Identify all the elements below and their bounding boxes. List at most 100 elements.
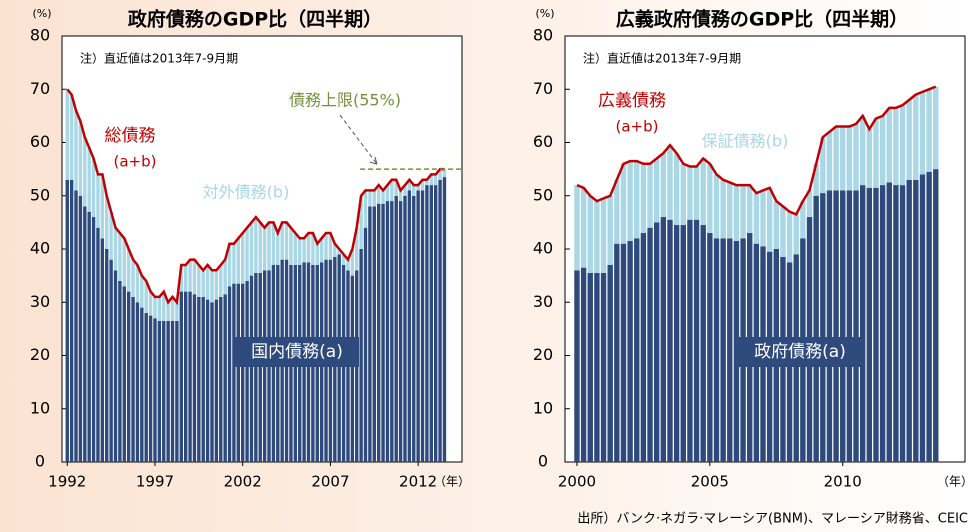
- bar-segment: [144, 280, 148, 313]
- bar-segment: [276, 233, 280, 265]
- bar-segment: [258, 272, 262, 462]
- y-tick-label: 60: [533, 132, 553, 151]
- x-unit: （年）: [434, 475, 470, 489]
- bar-segment: [192, 294, 197, 462]
- bar-segment: [328, 233, 333, 260]
- annotation: 債務上限(55%): [289, 91, 401, 110]
- bar-segment: [355, 227, 359, 271]
- x-tick-label: 2005: [691, 473, 729, 491]
- bar-segment: [813, 163, 819, 196]
- bar-segment: [65, 179, 69, 462]
- bar-segment: [359, 195, 363, 249]
- bar-segment: [587, 195, 593, 273]
- bar-segment: [433, 185, 438, 462]
- bar-segment: [713, 174, 720, 239]
- bar-segment: [640, 163, 647, 234]
- bar-segment: [170, 296, 175, 321]
- bar-segment: [833, 126, 839, 191]
- y-tick-label: 50: [533, 185, 553, 204]
- bar-segment: [69, 94, 74, 180]
- bar-segment: [673, 225, 680, 462]
- bar-segment: [223, 294, 227, 462]
- bar-segment: [267, 222, 271, 271]
- bar-segment: [640, 233, 647, 462]
- bar-segment: [293, 233, 298, 265]
- bar-segment: [166, 302, 170, 321]
- bar-segment: [886, 107, 892, 183]
- bar-segment: [600, 198, 607, 273]
- bar-segment: [241, 233, 245, 284]
- bar-segment: [594, 201, 600, 273]
- bar-segment: [840, 190, 846, 463]
- bar-segment: [760, 190, 766, 247]
- bar-segment: [673, 153, 680, 226]
- bar-segment: [806, 190, 813, 218]
- bar-segment: [219, 264, 223, 297]
- bar-segment: [634, 238, 640, 462]
- bar-segment: [385, 185, 390, 202]
- bar-segment: [113, 227, 118, 271]
- bar-segment: [135, 264, 140, 303]
- annotation: 広義債務: [598, 91, 666, 111]
- y-tick-label: 10: [30, 398, 50, 417]
- bar-segment: [438, 179, 442, 462]
- x-tick-label: 2010: [824, 473, 862, 491]
- bar-segment: [614, 179, 620, 244]
- bar-segment: [693, 219, 700, 462]
- bar-segment: [135, 302, 140, 462]
- bar-segment: [700, 225, 706, 462]
- bar-segment: [425, 185, 429, 462]
- bar-segment: [232, 283, 236, 462]
- bar-segment: [826, 131, 833, 191]
- bar-segment: [311, 233, 315, 265]
- y-tick-label: 70: [30, 79, 50, 98]
- x-tick-label: 2000: [558, 473, 596, 491]
- bar-segment: [258, 222, 262, 273]
- bar-segment: [833, 190, 839, 463]
- bar-segment: [131, 259, 135, 297]
- bar-segment: [707, 163, 713, 234]
- bar-segment: [933, 86, 939, 170]
- bar-segment: [179, 264, 183, 292]
- bar-segment: [126, 291, 131, 462]
- bar-segment: [587, 272, 593, 462]
- bar-segment: [148, 315, 153, 462]
- bar-segment: [210, 302, 214, 462]
- bar-segment: [820, 193, 826, 462]
- bar-segment: [350, 249, 355, 276]
- bar-segment: [390, 201, 394, 462]
- bar-segment: [201, 296, 205, 462]
- bar-segment: [707, 233, 713, 462]
- annotation: (a+b): [114, 153, 157, 171]
- bar-segment: [580, 267, 587, 462]
- bar-segment: [866, 187, 873, 462]
- bar-segment: [733, 185, 740, 242]
- bar-segment: [87, 211, 91, 462]
- bar-segment: [693, 166, 700, 220]
- bar-segment: [223, 259, 227, 295]
- bar-segment: [667, 145, 673, 220]
- bar-segment: [574, 270, 580, 462]
- bar-segment: [720, 179, 726, 239]
- y-tick-label: 80: [30, 26, 50, 45]
- bar-segment: [660, 217, 667, 462]
- bar-segment: [607, 195, 613, 265]
- bar-segment: [416, 190, 420, 463]
- total-line: [66, 88, 445, 306]
- bar-segment: [359, 249, 363, 462]
- bar-segment: [96, 174, 100, 228]
- y-tick-label: 0: [35, 452, 45, 471]
- bar-segment: [926, 89, 932, 172]
- bar-segment: [859, 185, 866, 462]
- bar-segment: [319, 238, 324, 263]
- bar-segment: [780, 206, 786, 257]
- bar-segment: [627, 161, 633, 242]
- bar-segment: [346, 259, 350, 271]
- bar-segment: [913, 179, 919, 462]
- arrow-head: [369, 156, 378, 165]
- bar-segment: [866, 129, 873, 188]
- y-tick-label: 30: [533, 292, 553, 311]
- bar-segment: [205, 299, 210, 462]
- bar-segment: [846, 126, 853, 191]
